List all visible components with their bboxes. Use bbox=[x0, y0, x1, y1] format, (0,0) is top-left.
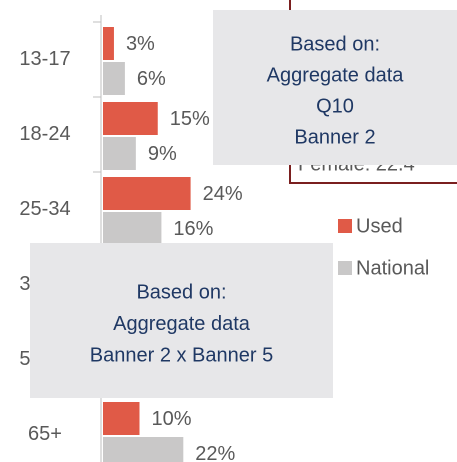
annotation-bg bbox=[213, 10, 457, 165]
annotation-line: Based on: bbox=[290, 33, 380, 55]
annotation-line: Banner 2 x Banner 5 bbox=[90, 344, 273, 366]
annotation-box: Based on: Aggregate data Banner 2 x Banner… bbox=[30, 243, 333, 398]
bar bbox=[103, 27, 114, 60]
bar bbox=[103, 177, 191, 210]
value-label: 10% bbox=[152, 408, 192, 430]
category-label: 25-34 bbox=[19, 198, 70, 220]
value-label: 3% bbox=[126, 33, 155, 55]
annotation-line: Aggregate data bbox=[267, 64, 405, 86]
bar bbox=[103, 62, 125, 95]
category-label: 65+ bbox=[28, 423, 62, 445]
value-label: 24% bbox=[203, 183, 243, 205]
bar bbox=[103, 212, 162, 245]
bar bbox=[103, 402, 140, 435]
value-label: 9% bbox=[148, 143, 177, 165]
category-label: 13-17 bbox=[19, 48, 70, 70]
annotation-box: Based on: Aggregate data Q10 Banner 2 bbox=[213, 10, 457, 165]
legend-swatch bbox=[338, 261, 352, 275]
annotation-bg bbox=[30, 243, 333, 398]
annotation-line: Banner 2 bbox=[294, 126, 375, 148]
value-label: 16% bbox=[173, 218, 213, 240]
category-label: 18-24 bbox=[19, 123, 70, 145]
value-label: 22% bbox=[195, 443, 235, 462]
legend-swatch bbox=[338, 219, 352, 233]
bar bbox=[103, 102, 158, 135]
legend-label: National bbox=[356, 257, 429, 279]
annotation-line: Aggregate data bbox=[113, 313, 251, 335]
bar bbox=[103, 437, 184, 462]
value-label: 6% bbox=[137, 68, 166, 90]
legend-label: Used bbox=[356, 215, 403, 237]
annotation-line: Q10 bbox=[316, 95, 354, 117]
annotation-line: Based on: bbox=[136, 281, 226, 303]
bar bbox=[103, 137, 136, 170]
value-label: 15% bbox=[170, 108, 210, 130]
